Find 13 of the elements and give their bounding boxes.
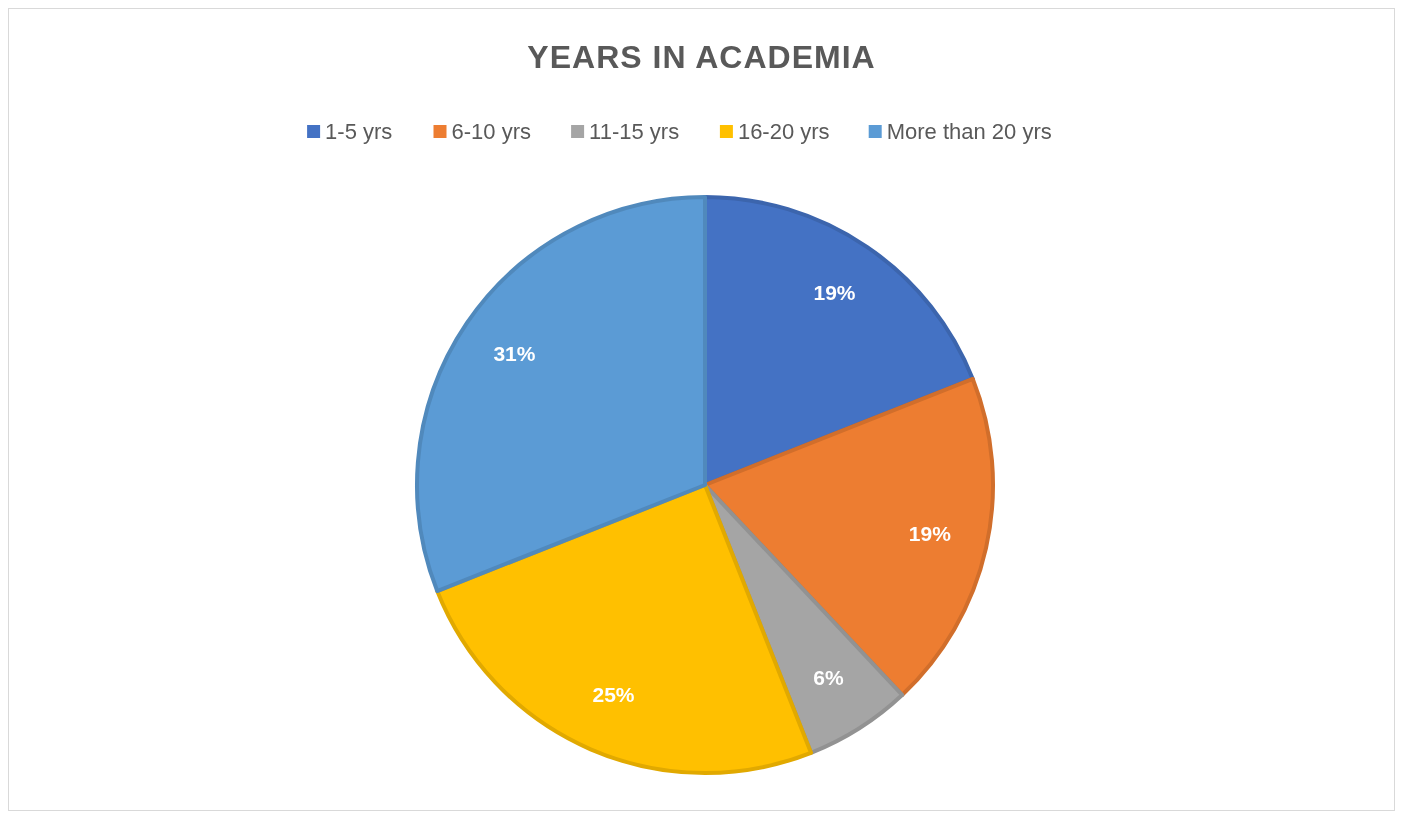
legend-label: 6-10 yrs <box>451 118 531 144</box>
legend-label: 16-20 yrs <box>737 118 830 144</box>
legend-label: 1-5 yrs <box>325 118 393 144</box>
data-label: 19% <box>908 521 952 545</box>
data-label: 31% <box>493 342 536 366</box>
chart-title: YEARS IN ACADEMIA <box>527 39 876 75</box>
pie-slice <box>435 483 814 775</box>
data-label: 6% <box>813 666 844 690</box>
legend-label: 11-15 yrs <box>589 118 680 144</box>
data-label: 25% <box>592 683 635 706</box>
data-label: 19% <box>813 280 856 304</box>
legend-label: More than 20 yrs <box>886 118 1052 144</box>
pie-slice <box>415 195 707 594</box>
